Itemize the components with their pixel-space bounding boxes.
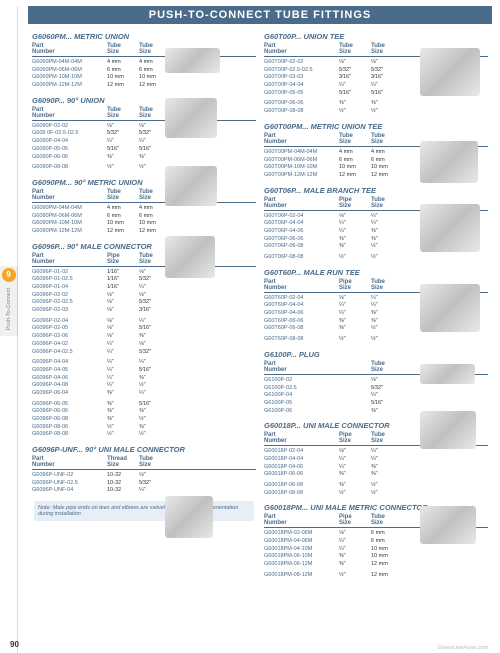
table-row: G60018PM-06-10M⅜"10 mm: [264, 553, 488, 561]
table-row: G60018PM-04-10M¼"10 mm: [264, 546, 488, 554]
section-label: Push-To-Connect: [6, 288, 12, 331]
table-row: G60018P-08-08½"½": [264, 490, 488, 498]
watermark: GreenLineHose.com: [438, 645, 488, 651]
table-row: G6090P-06-06⅜"⅜": [32, 154, 256, 162]
table-row: G6090PM-04M-04M4 mm4 mm: [32, 205, 256, 213]
table-row: G6096P-06-08⅜"½": [32, 416, 256, 424]
table-row: G6096P-02-02.5⅛"5⁄32": [32, 299, 256, 307]
table-row: G6096P-06-05⅜"5⁄16": [32, 401, 256, 409]
table-row: G6100P-04¼": [264, 392, 488, 400]
section-title: G6096P... 90° MALE CONNECTOR: [32, 242, 256, 251]
table-row: G6096P-01-02.51⁄16"5⁄32": [32, 276, 256, 284]
table-row: G6096P-06-04⅜"¼": [32, 390, 256, 398]
table-row: G6096P-01-021⁄16"⅛": [32, 269, 256, 277]
section-title: G6090PM... 90° METRIC UNION: [32, 178, 256, 187]
table-row: G60T06P-08-08½"½": [264, 254, 488, 262]
table-row: G6096P-02-05⅛"5⁄16": [32, 325, 256, 333]
column-headers: PartNumberPipeSizeTubeSize: [32, 253, 256, 267]
product-image: [420, 284, 480, 332]
table-row: G6060PM-04M-04M4 mm4 mm: [32, 59, 256, 67]
table-row: G6096P-02-02⅛"⅛": [32, 292, 256, 300]
table-row: G6090P-04-04¼"¼": [32, 138, 256, 146]
table-row: G60018P-04-06¼"⅜": [264, 464, 488, 472]
table-row: G6090P-02-02⅛"⅛": [32, 123, 256, 131]
section-title: G6100P... PLUG: [264, 350, 488, 359]
table-row: G60T00P-08-08½"½": [264, 108, 488, 116]
table-row: G6096P-01-041⁄16"¼": [32, 284, 256, 292]
table-row: G6096P-UNF-0210-32⅛": [32, 472, 256, 480]
column-headers: PartNumberThreadSizeTubeSize: [32, 456, 256, 470]
column-headers: PartNumberTubeSizeTubeSize: [32, 107, 256, 121]
table-row: G6096P-02-06⅛"⅜": [32, 333, 256, 341]
table-row: G6090PM-06M-06M6 mm6 mm: [32, 213, 256, 221]
table-row: G60T00P-06-06⅜"⅜": [264, 100, 488, 108]
product-image: [420, 48, 480, 96]
section-title: G6090P... 90° UNION: [32, 96, 256, 105]
table-row: G6090PM-12M-12M12 mm12 mm: [32, 228, 256, 236]
page-header: PUSH-TO-CONNECT TUBE FITTINGS: [28, 6, 492, 24]
table-row: G6100P-055⁄16": [264, 400, 488, 408]
section-title: G60T00PM... METRIC UNION TEE: [264, 122, 488, 131]
section-title: G6060PM... METRIC UNION: [32, 32, 256, 41]
table-row: G6060PM-12M-12M12 mm12 mm: [32, 82, 256, 90]
product-image: [165, 236, 215, 278]
product-image: [165, 166, 217, 206]
table-row: G6096P-02-03⅛"3⁄16": [32, 307, 256, 315]
table-row: G6096P-04-02¼"⅛": [32, 341, 256, 349]
product-image: [420, 364, 475, 384]
table-row: G6096P-UNF-02.510-325⁄32": [32, 480, 256, 488]
table-row: G60018P-06-06⅜"⅜": [264, 471, 488, 479]
table-row: G6096P-06-06⅜"⅜": [32, 408, 256, 416]
product-image: [420, 204, 480, 252]
table-row: G6096P-02-04⅛"¼": [32, 318, 256, 326]
table-row: G60018PM-06-12M⅜"12 mm: [264, 561, 488, 569]
product-image: [420, 141, 478, 183]
product-image: [420, 506, 476, 544]
section-title: G6096P-UNF... 90° UNI MALE CONNECTOR: [32, 445, 256, 454]
table-row: G6096P-04-08¼"½": [32, 382, 256, 390]
table-row: G6096P-UNF-0410-32¼": [32, 487, 256, 495]
page-number: 90: [10, 640, 19, 649]
product-image: [420, 411, 476, 449]
table-row: G6096P-04-05¼"5⁄16": [32, 367, 256, 375]
product-image: [165, 98, 217, 138]
table-row: G6090P-08-08½"½": [32, 164, 256, 172]
column-headers: PartNumberTubeSizeTubeSize: [32, 189, 256, 203]
section-title: G60T06P... MALE BRANCH TEE: [264, 186, 488, 195]
table-row: G60T60P-08-08½"½": [264, 336, 488, 344]
section-title: G60T00P... UNION TEE: [264, 32, 488, 41]
table-row: G6096P-04-04¼"¼": [32, 359, 256, 367]
table-row: G6096P-08-08½"½": [32, 431, 256, 439]
section-number: 9: [2, 268, 16, 282]
product-image: [165, 48, 220, 73]
column-headers: PartNumberTubeSizeTubeSize: [32, 43, 256, 57]
table-row: G6090P-05-055⁄16"5⁄16": [32, 146, 256, 154]
table-row: G60018P-04-04¼"¼": [264, 456, 488, 464]
note-box: Note: Male pipe ends on tees and elbows …: [34, 501, 254, 521]
table-row: G609 0F-02.5-02.55⁄32"5⁄32": [32, 130, 256, 138]
table-row: G6060PM-10M-10M10 mm10 mm: [32, 74, 256, 82]
table-row: G6100P-02.55⁄32": [264, 385, 488, 393]
table-row: G60018PM-08-12M½"12 mm: [264, 572, 488, 580]
table-row: G60018P-02-04⅛"¼": [264, 448, 488, 456]
product-image: [165, 496, 213, 538]
table-row: G6090PM-10M-10M10 mm10 mm: [32, 220, 256, 228]
section-title: G60T60P... MALE RUN TEE: [264, 268, 488, 277]
table-row: G60018P-06-08⅜"½": [264, 482, 488, 490]
table-row: G6096P-04-02.5¼"5⁄32": [32, 349, 256, 357]
table-row: G6060PM-06M-06M6 mm6 mm: [32, 67, 256, 75]
